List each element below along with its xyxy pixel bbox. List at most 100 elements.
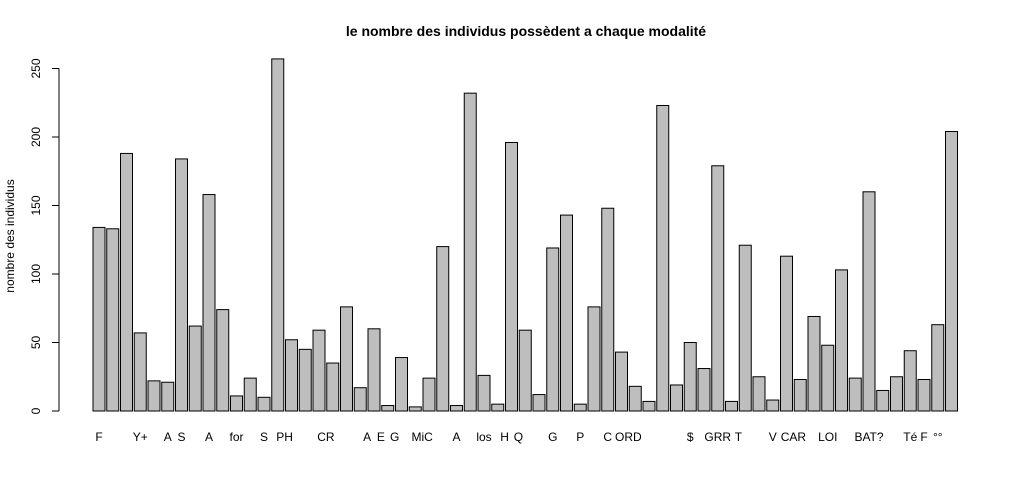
bar-8: [202, 194, 216, 412]
y-axis: 0 50 100 150 200 250: [29, 58, 60, 414]
x-tick-label-6: S: [260, 430, 268, 444]
y-tick-label-250: 250: [29, 58, 43, 78]
x-tick-label-20: ORD: [615, 430, 642, 444]
bar-7: [188, 325, 202, 412]
bar-15: [298, 348, 312, 412]
x-tick-label-1: Y+: [133, 430, 148, 444]
bar-60: [917, 378, 931, 412]
y-tick-label-150: 150: [29, 195, 43, 215]
bar-54: [835, 269, 848, 412]
bar-55: [848, 377, 862, 412]
y-tick-label-100: 100: [29, 264, 43, 284]
bar-42: [670, 384, 683, 412]
x-tick-label-27: BAT?: [854, 430, 883, 444]
bar-36: [587, 306, 601, 412]
bar-46: [725, 400, 738, 412]
bar-58: [890, 376, 903, 412]
bar-45: [711, 165, 725, 412]
bars-group: [92, 58, 958, 412]
bar-0: [92, 226, 106, 412]
bar-53: [821, 344, 835, 412]
x-tick-label-28: Té: [903, 430, 917, 444]
y-tick-label-0: 0: [29, 407, 43, 414]
bar-1: [106, 228, 120, 412]
bar-28: [477, 374, 491, 412]
bar-31: [518, 329, 532, 412]
bar-5: [161, 381, 175, 412]
bar-59: [903, 350, 917, 412]
x-tick-label-4: A: [205, 430, 213, 444]
x-tick-label-18: P: [576, 430, 584, 444]
bar-25: [436, 246, 450, 412]
bar-52: [807, 315, 821, 412]
bar-9: [216, 309, 230, 412]
x-tick-label-7: PH: [276, 430, 293, 444]
x-tick-label-8: CR: [317, 430, 335, 444]
bar-40: [642, 400, 656, 412]
bar-51: [793, 378, 807, 412]
bar-62: [945, 131, 958, 412]
bar-13: [271, 58, 285, 412]
bar-44: [697, 368, 711, 412]
bar-20: [367, 328, 381, 412]
x-tick-label-23: T: [735, 430, 743, 444]
x-tick-label-14: los: [476, 430, 491, 444]
bar-26: [450, 405, 463, 412]
x-tick-label-17: G: [548, 430, 557, 444]
y-tick-label-50: 50: [29, 336, 43, 350]
x-tick-label-21: $: [687, 430, 694, 444]
bar-23: [408, 406, 422, 412]
x-tick-label-29: F: [920, 430, 927, 444]
bar-4: [147, 380, 161, 412]
bar-57: [876, 389, 890, 412]
x-tick-label-3: S: [177, 430, 185, 444]
bar-19: [353, 387, 367, 412]
x-tick-label-11: G: [390, 430, 399, 444]
bar-34: [560, 214, 573, 412]
x-tick-label-15: H: [500, 430, 509, 444]
bar-41: [656, 104, 670, 412]
bar-33: [546, 247, 560, 412]
bar-48: [752, 376, 766, 412]
bar-37: [601, 207, 615, 412]
bar-17: [326, 362, 340, 412]
bar-47: [738, 244, 752, 412]
bar-11: [243, 377, 257, 412]
x-tick-label-0: F: [95, 430, 102, 444]
bar-6: [175, 158, 188, 412]
bar-30: [505, 141, 518, 412]
x-tick-label-2: A: [164, 430, 172, 444]
bar-22: [395, 357, 408, 412]
x-tick-label-13: A: [452, 430, 460, 444]
bar-3: [133, 332, 147, 412]
bar-61: [931, 324, 945, 412]
bar-56: [862, 191, 876, 412]
bar-16: [312, 329, 326, 412]
x-tick-label-12: MiC: [411, 430, 433, 444]
x-tick-label-10: E: [377, 430, 385, 444]
x-tick-label-19: C: [603, 430, 612, 444]
x-tick-label-25: CAR: [781, 430, 807, 444]
x-tick-label-26: LOI: [818, 430, 837, 444]
bar-50: [780, 255, 793, 412]
bar-24: [422, 377, 436, 412]
x-tick-label-30: °°: [933, 430, 943, 444]
x-tick-label-9: A: [363, 430, 371, 444]
bar-32: [532, 394, 546, 412]
bar-49: [766, 399, 780, 412]
bar-43: [683, 342, 697, 412]
bar-39: [628, 385, 642, 412]
bar-18: [340, 306, 353, 412]
y-tick-label-200: 200: [29, 127, 43, 147]
chart-title: le nombre des individus possèdent a chaq…: [346, 23, 706, 39]
bar-35: [573, 403, 587, 412]
x-tick-label-24: V: [769, 430, 777, 444]
bar-38: [615, 351, 628, 412]
bar-14: [285, 339, 298, 412]
bar-10: [230, 395, 243, 412]
x-tick-label-22: GRR: [704, 430, 731, 444]
y-axis-label: nombre des individus: [3, 179, 17, 292]
